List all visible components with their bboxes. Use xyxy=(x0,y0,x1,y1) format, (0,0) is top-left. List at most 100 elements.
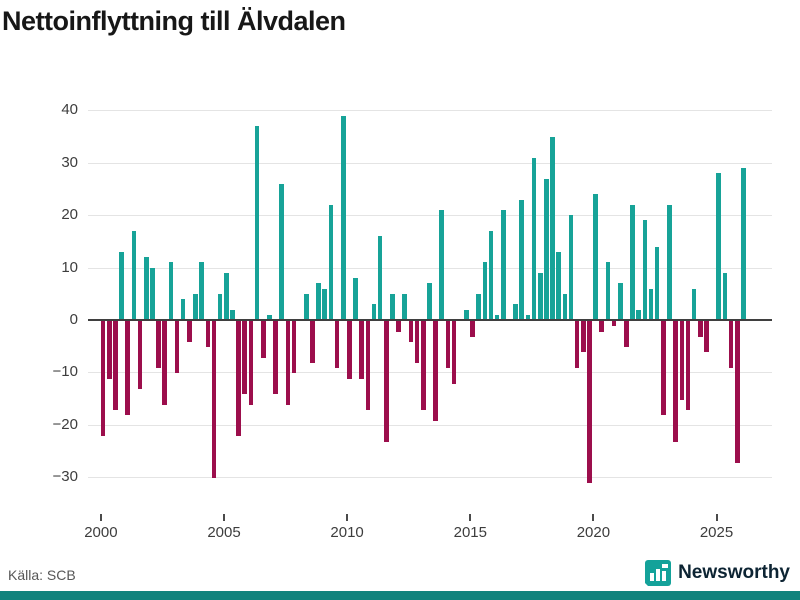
x-tick-label: 2015 xyxy=(453,524,487,541)
gridline xyxy=(88,162,772,164)
bar-2005q3 xyxy=(236,321,241,437)
gridline xyxy=(88,477,772,479)
bar-2025q1 xyxy=(716,173,722,320)
bar-2013q4 xyxy=(439,210,445,320)
bar-2008q2 xyxy=(303,293,309,320)
bar-2018q1 xyxy=(544,178,549,320)
bar-2004q2 xyxy=(205,321,211,348)
bar-2005q2 xyxy=(230,309,235,320)
y-tick-label: 0 xyxy=(69,311,78,328)
bar-2015q4 xyxy=(488,230,494,320)
bar-2014q2 xyxy=(451,321,457,384)
bar-2016q2 xyxy=(500,210,506,320)
bar-2015q3 xyxy=(482,262,488,320)
bar-2015q2 xyxy=(476,293,481,320)
bar-2006q2 xyxy=(254,126,260,320)
bar-2017q3 xyxy=(531,157,537,320)
gridline xyxy=(88,267,772,269)
y-tick-label: −30 xyxy=(52,468,78,486)
bar-2021q4 xyxy=(636,309,642,320)
bar-2023q1 xyxy=(667,204,672,320)
bar-2012q2 xyxy=(402,293,408,320)
bar-2001q4 xyxy=(143,257,149,320)
bar-2021q2 xyxy=(624,321,629,348)
zero-axis-line xyxy=(88,319,772,321)
x-tick xyxy=(715,514,718,521)
bar-2014q4 xyxy=(464,309,469,320)
y-tick-label: 10 xyxy=(61,258,78,276)
x-tick-label: 2000 xyxy=(84,524,118,541)
bar-2021q3 xyxy=(630,204,635,320)
bar-2020q4 xyxy=(611,321,617,327)
bar-2003q2 xyxy=(180,299,186,320)
bar-2002q3 xyxy=(162,321,168,405)
bar-2008q4 xyxy=(316,283,321,320)
bar-2023q3 xyxy=(679,321,685,400)
x-tick xyxy=(223,514,225,521)
bar-2013q1 xyxy=(420,321,426,411)
bar-2000q2 xyxy=(107,321,112,379)
bar-2020q2 xyxy=(599,321,605,332)
bar-2022q3 xyxy=(654,246,660,320)
bar-2025q2 xyxy=(722,272,728,320)
bar-2024q2 xyxy=(697,321,703,337)
x-tick xyxy=(99,514,102,521)
bar-2003q1 xyxy=(174,321,180,374)
bar-2006q1 xyxy=(248,321,254,405)
bar-2002q1 xyxy=(150,267,155,320)
bar-2016q1 xyxy=(494,314,500,320)
gridline xyxy=(88,215,772,217)
bar-2003q3 xyxy=(187,321,192,342)
bar-2018q3 xyxy=(556,251,561,320)
gridline xyxy=(88,372,772,374)
bar-2014q1 xyxy=(445,321,451,369)
bar-2009q4 xyxy=(340,115,346,320)
bar-2006q4 xyxy=(267,314,272,320)
bar-2011q2 xyxy=(377,236,383,320)
y-tick-label: 40 xyxy=(61,101,78,119)
bar-2026q1 xyxy=(741,168,746,320)
gridline xyxy=(88,424,772,426)
bar-2000q3 xyxy=(113,321,118,411)
bar-2005q4 xyxy=(242,321,248,395)
bar-2012q4 xyxy=(414,321,420,363)
bar-2019q1 xyxy=(568,215,574,320)
page-title: Nettoinflyttning till Älvdalen xyxy=(2,6,346,36)
bar-2022q4 xyxy=(661,321,666,416)
bar-2018q2 xyxy=(550,136,555,320)
bar-2007q1 xyxy=(273,321,278,395)
bar-2024q3 xyxy=(704,321,709,353)
bar-2010q3 xyxy=(359,321,365,379)
bar-2009q2 xyxy=(328,204,334,320)
bar-2022q2 xyxy=(648,288,654,320)
bar-2005q1 xyxy=(223,272,229,320)
y-tick-label: 30 xyxy=(61,153,78,171)
bar-2001q2 xyxy=(131,230,137,320)
source-label: Källa: SCB xyxy=(8,567,76,583)
bar-2023q4 xyxy=(685,321,691,411)
bar-2007q3 xyxy=(285,321,291,405)
bar-2003q4 xyxy=(193,293,198,320)
x-tick-label: 2010 xyxy=(330,524,364,541)
x-tick-label: 2025 xyxy=(699,524,734,541)
bar-2019q4 xyxy=(587,321,592,484)
newsworthy-logo[interactable]: Newsworthy xyxy=(645,560,790,586)
bar-2010q4 xyxy=(365,321,371,411)
bar-2004q4 xyxy=(217,293,223,320)
bar-2011q1 xyxy=(371,304,377,320)
bar-2007q4 xyxy=(291,321,297,374)
x-tick xyxy=(469,514,472,521)
bar-2017q2 xyxy=(525,314,531,320)
bar-2019q2 xyxy=(574,321,580,369)
bar-2009q3 xyxy=(334,321,340,369)
bar-2010q2 xyxy=(353,278,358,320)
bar-2017q1 xyxy=(519,199,525,320)
x-tick-label: 2020 xyxy=(576,524,611,541)
bar-2021q1 xyxy=(617,283,623,320)
bar-2024q1 xyxy=(691,288,697,320)
bar-2016q4 xyxy=(513,304,518,320)
bar-2018q4 xyxy=(562,293,568,320)
bar-2001q1 xyxy=(125,321,131,416)
bar-2022q1 xyxy=(642,220,648,320)
